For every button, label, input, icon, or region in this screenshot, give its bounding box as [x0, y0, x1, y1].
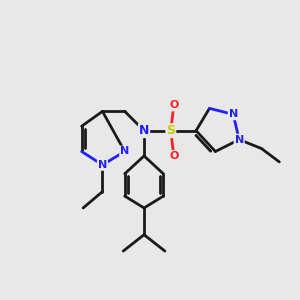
Text: N: N [235, 135, 244, 145]
Text: S: S [166, 124, 175, 137]
Text: N: N [120, 146, 129, 157]
Text: O: O [169, 151, 178, 161]
Text: N: N [139, 124, 149, 137]
Text: N: N [98, 160, 107, 170]
Text: N: N [229, 109, 238, 119]
Text: O: O [169, 100, 178, 110]
